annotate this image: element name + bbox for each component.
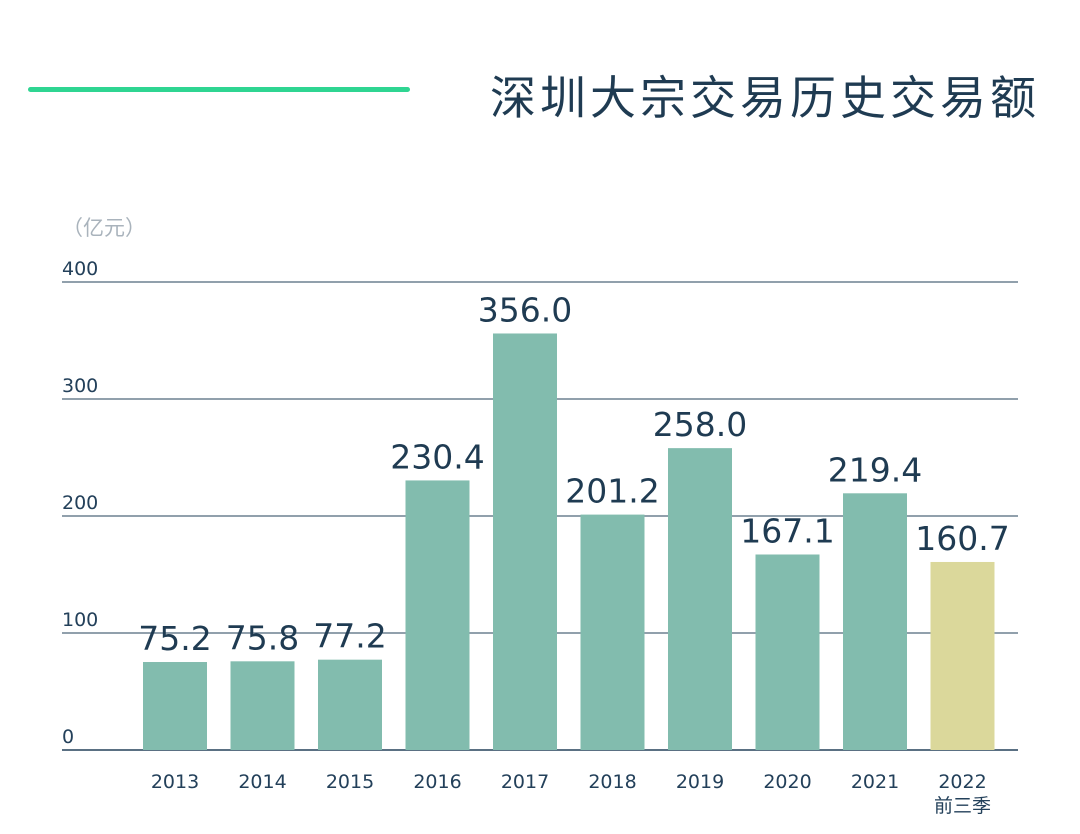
x-tick-label: 2014 xyxy=(238,771,286,793)
y-tick-label: 200 xyxy=(62,492,98,514)
bar xyxy=(930,561,995,750)
data-label: 356.0 xyxy=(478,290,572,329)
x-tick-label: 2021 xyxy=(851,771,899,793)
value-labels: 75.2 75.8 77.2 230.4 356.0 201.2 258.0 167.1 219… xyxy=(138,290,1009,658)
bars xyxy=(143,333,995,750)
bar xyxy=(230,661,295,750)
x-tick-label: 2013 xyxy=(151,771,199,793)
y-tick-label: 0 xyxy=(62,726,74,748)
title-accent-line xyxy=(28,87,410,92)
data-label: 201.2 xyxy=(565,472,659,511)
data-label: 160.7 xyxy=(915,519,1009,558)
bar xyxy=(580,514,645,750)
x-axis-ticks: 2013 2014 2015 2016 2017 2018 2019 2020 2021 2022… xyxy=(151,771,991,817)
data-label: 258.0 xyxy=(653,405,747,444)
x-tick-label: 2022 xyxy=(938,771,986,793)
bar xyxy=(843,493,907,750)
bar xyxy=(405,480,470,750)
bar xyxy=(668,448,732,750)
x-tick-sublabel: 前三季 xyxy=(934,795,991,817)
y-tick-label: 300 xyxy=(62,375,98,397)
x-tick-label: 2015 xyxy=(326,771,374,793)
data-label: 75.8 xyxy=(226,618,299,657)
bar xyxy=(493,333,557,750)
y-unit-label: （亿元） xyxy=(62,216,146,240)
bar xyxy=(318,659,382,750)
bar xyxy=(755,554,820,750)
bar xyxy=(143,662,207,750)
data-label: 230.4 xyxy=(390,437,484,476)
data-label: 75.2 xyxy=(138,619,211,658)
x-tick-label: 2018 xyxy=(588,771,636,793)
data-label: 77.2 xyxy=(313,617,386,656)
data-label: 167.1 xyxy=(740,511,834,550)
y-tick-label: 100 xyxy=(62,609,98,631)
y-axis-ticks: 0 100 200 300 400 xyxy=(62,258,98,748)
x-tick-label: 2017 xyxy=(501,771,549,793)
page-title: 深圳大宗交易历史交易额 xyxy=(490,71,1040,125)
x-tick-label: 2016 xyxy=(413,771,461,793)
x-tick-label: 2019 xyxy=(676,771,724,793)
data-label: 219.4 xyxy=(828,450,922,489)
x-tick-label: 2020 xyxy=(763,771,811,793)
y-tick-label: 400 xyxy=(62,258,98,280)
